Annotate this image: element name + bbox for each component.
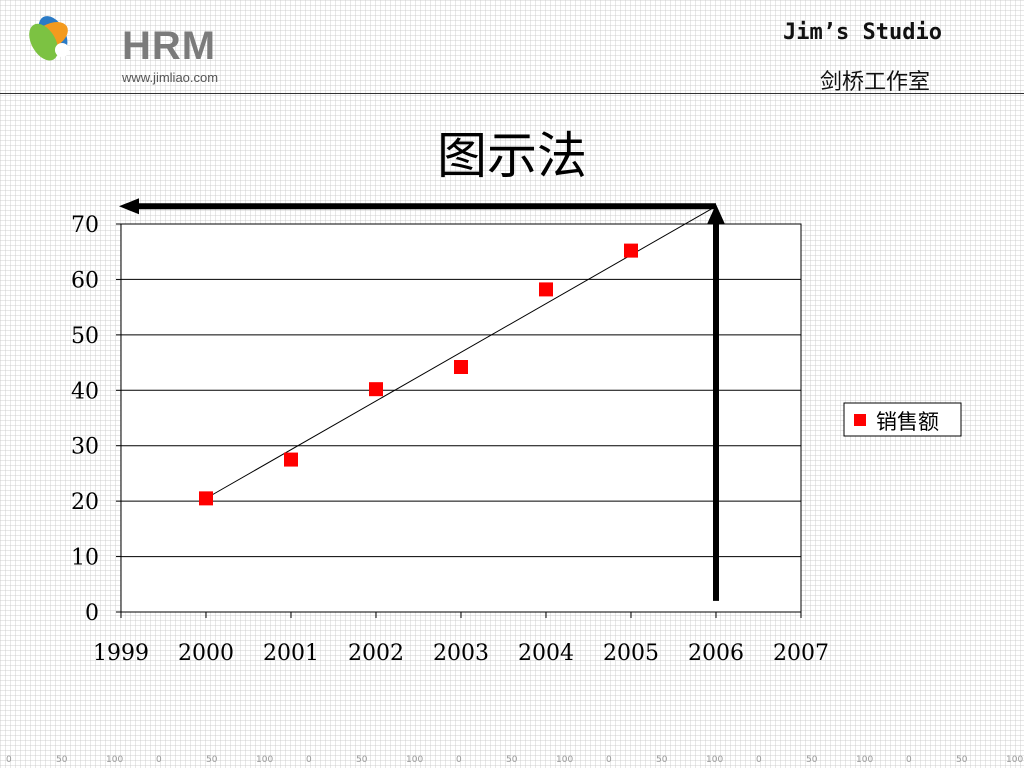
legend-label: 销售额 — [876, 410, 939, 434]
ruler-label: 50 — [206, 755, 218, 765]
ruler-label: 0 — [756, 755, 762, 765]
data-point — [624, 243, 638, 258]
ruler-label: 100 — [256, 755, 274, 765]
logo-url: www.jimliao.com — [122, 70, 219, 85]
y-tick-label: 60 — [71, 268, 99, 293]
ruler-label: 50 — [956, 755, 968, 765]
y-tick-label: 30 — [71, 435, 99, 460]
x-tick-label: 2005 — [603, 641, 659, 666]
bottom-ruler: 0 50 100 0 50 100 0 50 100 0 50 100 0 50 100 0 50 100 0 50 1… — [0, 750, 1024, 768]
y-tick-label: 70 — [71, 213, 99, 238]
y-tick-label: 40 — [71, 379, 99, 404]
y-tick-label: 10 — [71, 546, 99, 571]
legend-marker — [854, 414, 866, 426]
x-tick-label: 2006 — [688, 641, 744, 666]
ruler-label: 50 — [56, 755, 68, 765]
y-tick-label: 50 — [71, 324, 99, 349]
page-title: 图示法 — [437, 127, 587, 185]
x-tick-label: 2000 — [178, 641, 234, 666]
data-point — [284, 452, 298, 467]
x-tick-label: 2003 — [433, 641, 489, 666]
header-divider — [0, 93, 1024, 94]
ruler-label: 100 — [556, 755, 574, 765]
studio-name: Jim’s Studio — [783, 20, 942, 45]
ruler-label: 0 — [456, 755, 462, 765]
data-point — [539, 282, 553, 297]
sales-chart: 0 10 20 30 40 50 60 70 1999 2000 2001 2002 2003 2004 2… — [71, 198, 962, 666]
ruler-label: 50 — [806, 755, 818, 765]
arrow-up-head — [707, 204, 725, 225]
ruler-label: 100 — [856, 755, 874, 765]
ruler-label: 0 — [306, 755, 312, 765]
ruler-label: 50 — [356, 755, 368, 765]
y-tick-label: 0 — [85, 601, 99, 626]
x-tick-label: 2004 — [518, 641, 574, 666]
ruler-label: 0 — [606, 755, 612, 765]
x-tick-label: 2001 — [263, 641, 319, 666]
ruler-label: 50 — [506, 755, 518, 765]
data-point — [199, 491, 213, 506]
ruler-label: 100 — [106, 755, 124, 765]
arrow-left-head — [119, 198, 139, 215]
x-tick-label: 2002 — [348, 641, 404, 666]
ruler-label: 0 — [906, 755, 912, 765]
y-tick-label: 20 — [71, 490, 99, 515]
ruler-label: 100 — [1006, 755, 1024, 765]
studio-name-cn: 剑桥工作室 — [819, 70, 930, 95]
ruler-label: 0 — [156, 755, 162, 765]
ruler-label: 100 — [406, 755, 424, 765]
logo-pinwheel-icon — [29, 16, 69, 61]
plot-area — [120, 223, 802, 613]
data-point — [369, 382, 383, 397]
hrm-logo: HRM www.jimliao.com — [22, 10, 222, 90]
x-tick-label: 2007 — [773, 641, 829, 666]
ruler-label: 0 — [6, 755, 12, 765]
x-tick-label: 1999 — [93, 641, 149, 666]
ruler-label: 100 — [706, 755, 724, 765]
logo-text: HRM — [122, 24, 217, 68]
ruler-label: 50 — [656, 755, 668, 765]
data-point — [454, 360, 468, 375]
